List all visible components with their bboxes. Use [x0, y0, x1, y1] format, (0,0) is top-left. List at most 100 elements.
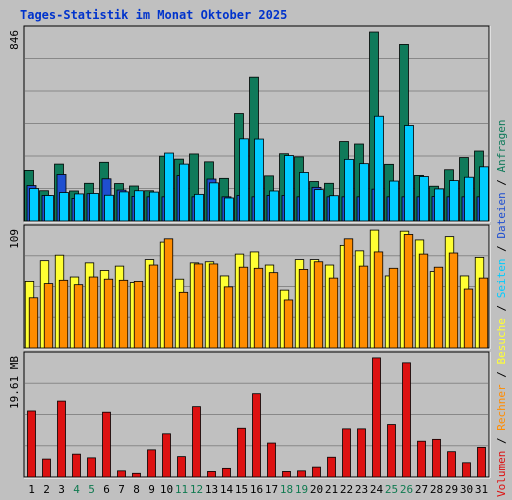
legend-separator: / — [495, 365, 508, 385]
x-tick-label: 15 — [235, 483, 248, 496]
panel-max-label: 109 — [8, 229, 21, 249]
legend-entry-volumen: Volumen — [495, 451, 508, 497]
bar-volumen-day-23 — [357, 428, 366, 478]
bar-volumen-day-5 — [87, 457, 96, 478]
bar-seiten-day-23 — [359, 163, 369, 222]
bar-volumen-day-19 — [297, 470, 306, 478]
bar-seiten-day-27 — [419, 176, 429, 222]
bar-seiten-day-16 — [254, 138, 264, 222]
bar-rechner-day-14 — [223, 286, 234, 349]
bar-seiten-day-25 — [389, 180, 399, 222]
x-tick-label: 23 — [355, 483, 368, 496]
panel-requests: 846 — [8, 25, 491, 223]
bar-rechner-day-9 — [148, 264, 159, 349]
x-tick-label: 11 — [175, 483, 188, 496]
bar-seiten-day-29 — [449, 180, 459, 222]
x-tick-label: 1 — [28, 483, 35, 496]
bar-rechner-day-12 — [193, 263, 204, 349]
bar-seiten-day-31 — [479, 166, 489, 222]
bar-rechner-day-13 — [208, 263, 219, 349]
x-tick-label: 21 — [325, 483, 338, 496]
bar-rechner-day-4 — [73, 284, 84, 349]
bar-rechner-day-8 — [133, 281, 144, 349]
legend-entry-rechner: Rechner — [495, 384, 508, 431]
bar-rechner-day-15 — [238, 266, 249, 349]
bar-seiten-day-21 — [329, 195, 339, 222]
x-tick-label: 6 — [103, 483, 110, 496]
bar-seiten-day-7 — [119, 191, 129, 222]
bar-seiten-day-1 — [29, 188, 39, 222]
bar-volumen-day-22 — [342, 428, 351, 478]
bar-seiten-day-12 — [194, 193, 204, 222]
bar-volumen-day-26 — [402, 362, 411, 478]
bar-seiten-day-20 — [314, 189, 324, 222]
bar-volumen-day-15 — [237, 427, 246, 478]
legend-entry-besuche: Besuche — [495, 318, 508, 364]
x-tick-label: 9 — [148, 483, 155, 496]
bar-volumen-day-20 — [312, 466, 321, 478]
chart-panels: 846 109 19.61 MB — [8, 25, 491, 479]
bar-seiten-day-19 — [299, 172, 309, 222]
bar-rechner-day-23 — [358, 265, 369, 349]
bar-rechner-day-6 — [103, 278, 114, 349]
bar-volumen-day-10 — [162, 433, 171, 478]
bar-rechner-day-27 — [418, 253, 429, 349]
x-tick-label: 3 — [58, 483, 65, 496]
bar-volumen-day-28 — [432, 438, 441, 478]
x-tick-label: 18 — [280, 483, 293, 496]
x-tick-label: 10 — [160, 483, 173, 496]
bar-seiten-day-15 — [239, 138, 249, 222]
x-axis-tick-labels: 1 2 3 4 5 6 7 8 9 10 11 12 13 14 15 16 17 18 19 20 21 22 23 24 2… — [28, 483, 488, 496]
x-tick-label: 14 — [220, 483, 234, 496]
panel-max-label: 19.61 MB — [8, 356, 21, 409]
bar-rechner-day-7 — [118, 279, 129, 349]
bar-seiten-day-3 — [59, 192, 69, 222]
bar-rechner-day-24 — [373, 251, 384, 349]
legend-separator: / — [495, 298, 508, 318]
bar-seiten-day-2 — [44, 195, 54, 222]
bar-rechner-day-2 — [43, 283, 54, 349]
x-tick-label: 2 — [43, 483, 50, 496]
bar-seiten-day-26 — [404, 125, 414, 222]
bar-rechner-day-22 — [343, 238, 354, 349]
x-tick-label: 28 — [430, 483, 443, 496]
bar-rechner-day-30 — [463, 288, 474, 349]
legend-separator: / — [495, 431, 508, 451]
bar-rechner-day-21 — [328, 277, 339, 349]
bar-volumen-day-1 — [27, 410, 36, 478]
bar-volumen-day-14 — [222, 467, 231, 478]
x-tick-label: 24 — [370, 483, 384, 496]
bar-volumen-day-2 — [42, 458, 51, 478]
bar-seiten-day-11 — [179, 163, 189, 222]
series-volumen — [27, 357, 486, 478]
bar-seiten-day-5 — [89, 193, 99, 222]
bar-seiten-day-8 — [134, 190, 144, 222]
chart-legend: Volumen / Rechner / Besuche / Seiten / D… — [495, 119, 508, 497]
bar-volumen-day-31 — [477, 446, 486, 478]
bar-seiten-day-30 — [464, 176, 474, 222]
panel-max-label: 846 — [8, 30, 21, 50]
series-seiten — [29, 115, 489, 222]
x-tick-label: 17 — [265, 483, 278, 496]
x-tick-label: 5 — [88, 483, 95, 496]
x-tick-label: 30 — [460, 483, 473, 496]
x-tick-label: 7 — [118, 483, 125, 496]
bar-volumen-day-21 — [327, 456, 336, 478]
bar-rechner-day-31 — [478, 277, 489, 349]
bar-rechner-day-10 — [163, 238, 174, 349]
bar-seiten-day-14 — [224, 197, 234, 222]
x-tick-label: 20 — [310, 483, 323, 496]
x-tick-label: 4 — [73, 483, 80, 496]
bar-volumen-day-30 — [462, 462, 471, 478]
bar-volumen-day-4 — [72, 453, 81, 478]
legend-separator: / — [495, 172, 508, 192]
legend-entry-seiten: Seiten — [495, 259, 508, 299]
legend-text: Volumen / Rechner / Besuche / Seiten / D… — [495, 119, 508, 497]
bar-volumen-day-6 — [102, 411, 111, 478]
bar-volumen-day-16 — [252, 393, 261, 478]
bar-rechner-day-5 — [88, 276, 99, 349]
bar-volumen-day-9 — [147, 449, 156, 478]
bar-volumen-day-24 — [372, 357, 381, 478]
